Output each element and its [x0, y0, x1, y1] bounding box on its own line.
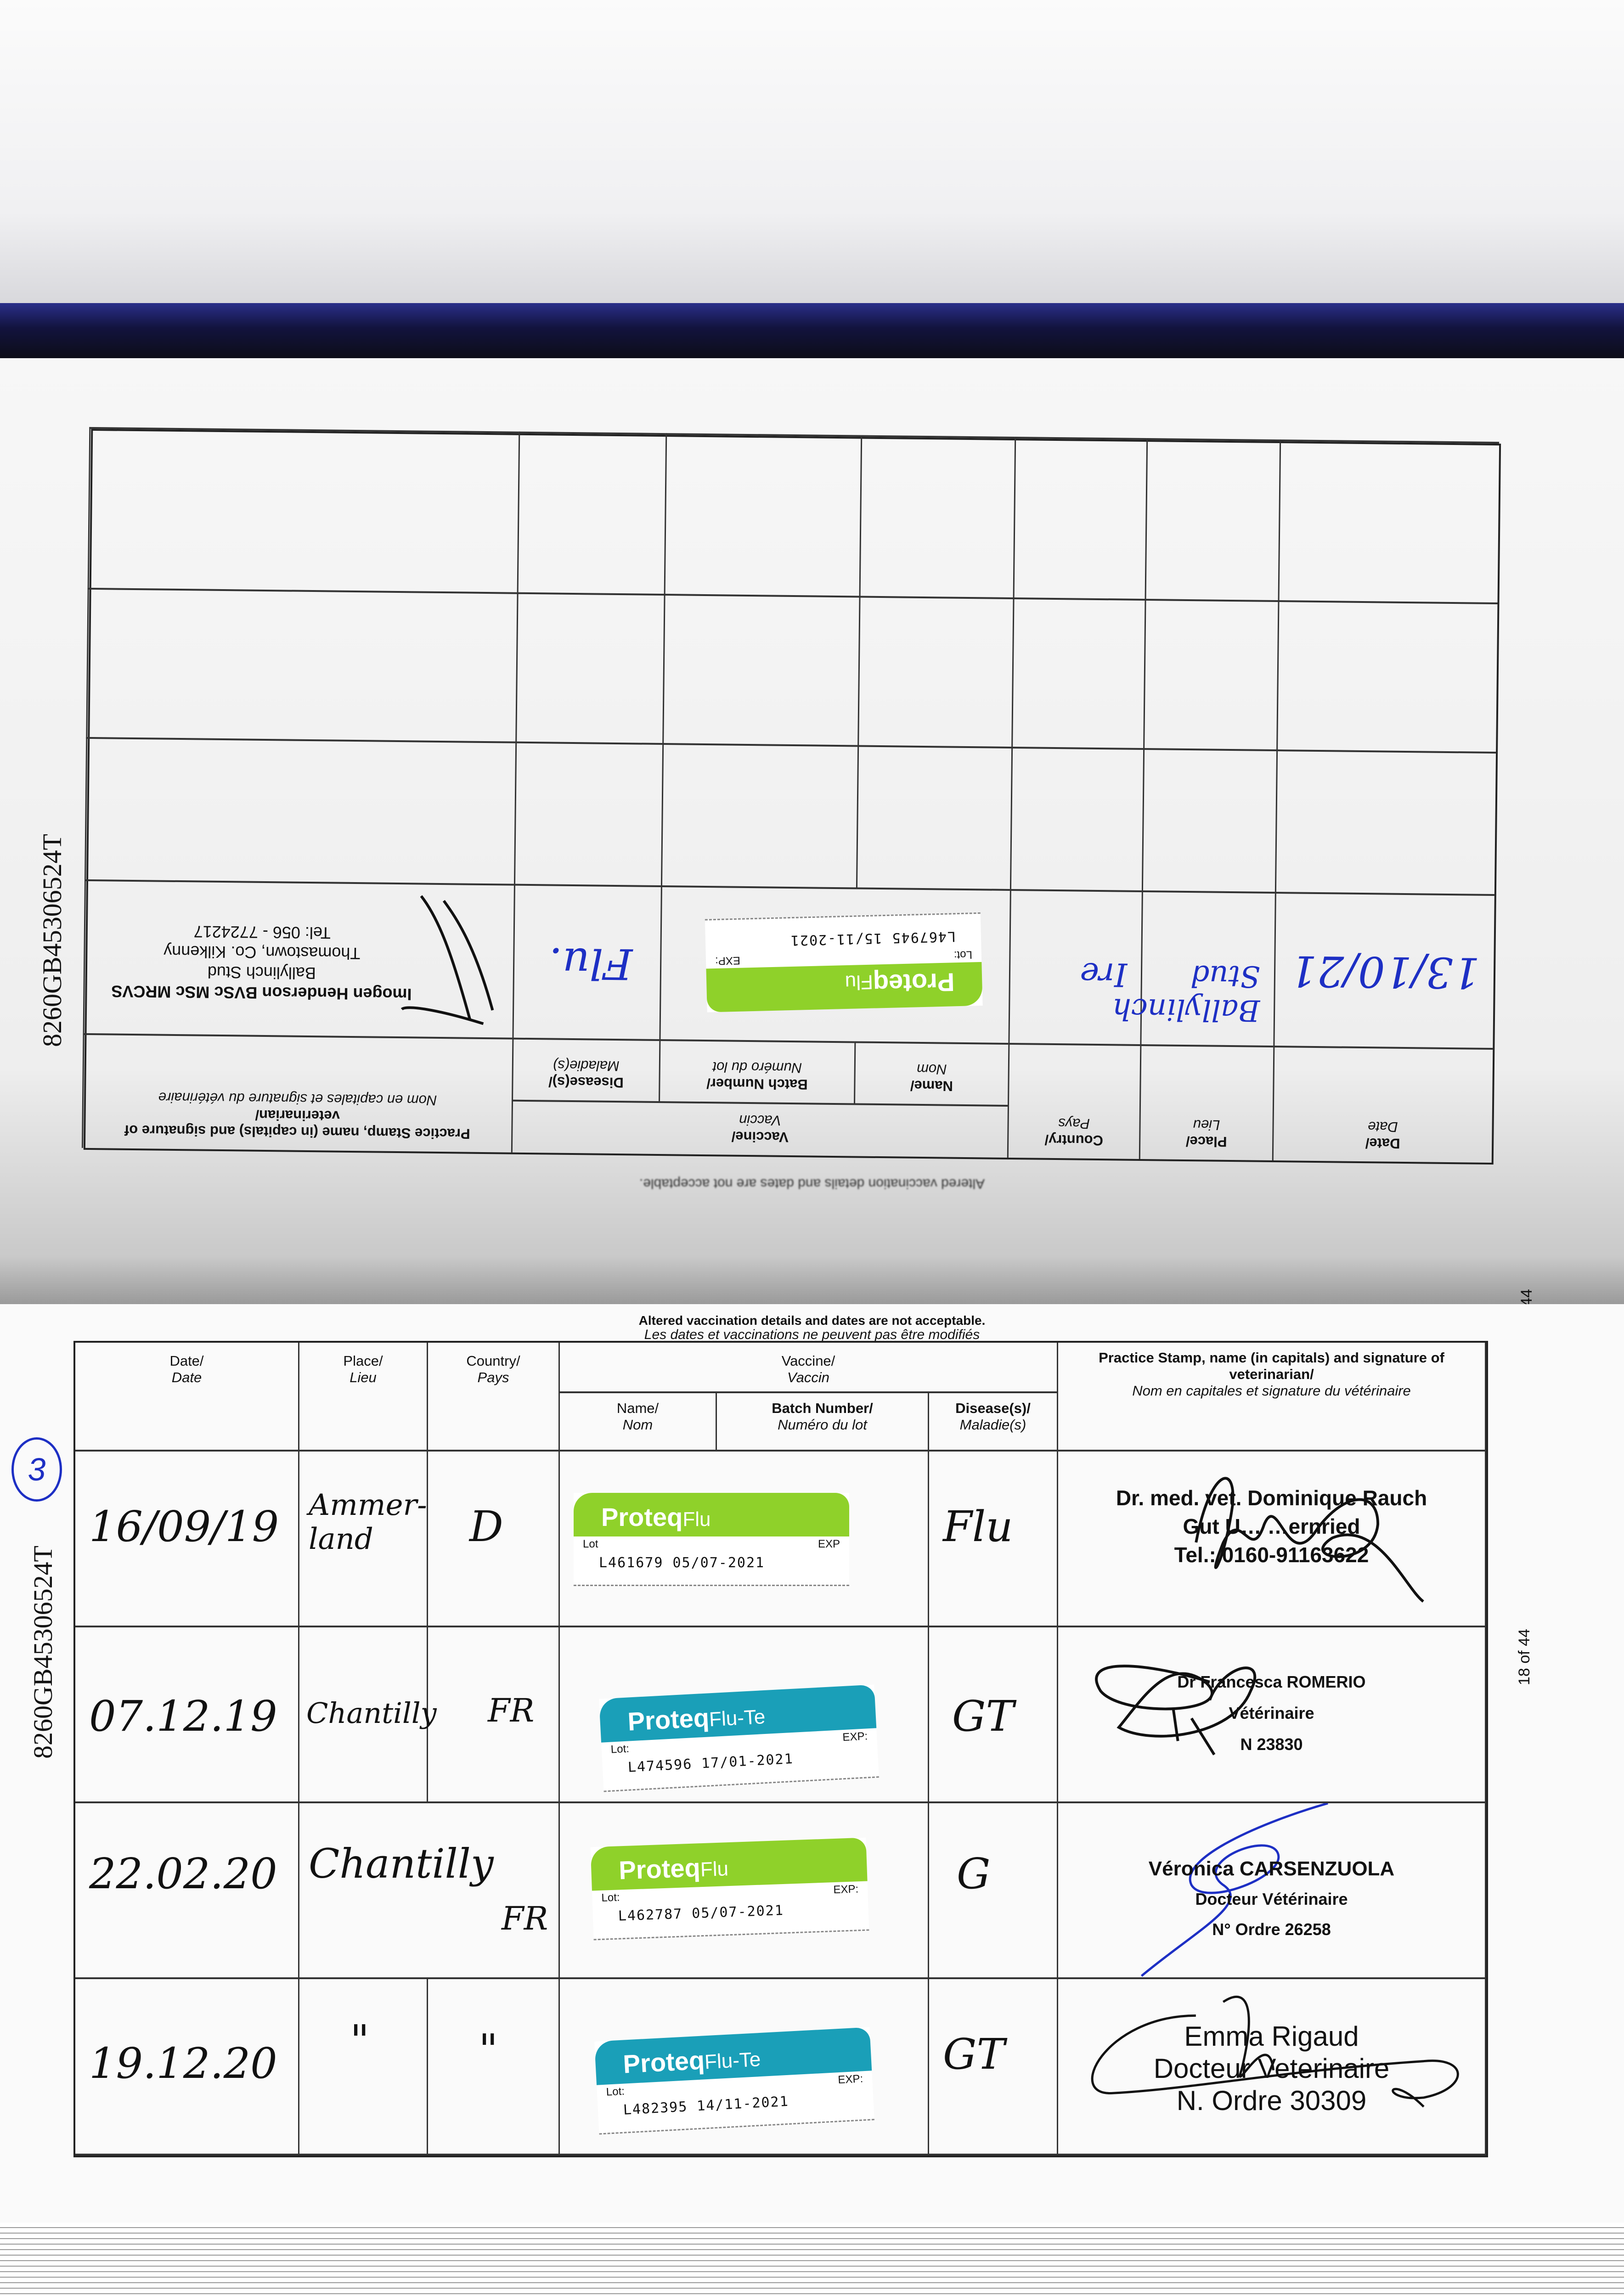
vaccine-sticker: ProteqFlu-Te Lot: EXP: L482395 14/11-202…: [594, 2027, 874, 2135]
header-practice: Practice Stamp, name (in capitals) and s…: [1058, 1343, 1486, 1452]
exp-label: EXP:: [842, 1730, 868, 1744]
header-date: Date/Date: [1272, 1045, 1493, 1163]
cell-country: D: [428, 1452, 560, 1627]
cell-date: 22.02.20: [75, 1803, 299, 1979]
cell-vaccine: ProteqFlu Lot: EXP: L462787 05/07-2021: [560, 1803, 929, 1979]
lot-label: Lot:: [601, 1891, 620, 1904]
cell-place-country: Chantilly FR: [299, 1803, 560, 1979]
header-batch: Batch Number/Numéro du lot: [717, 1393, 929, 1452]
cell-place: Ballylinch Stud: [1112, 890, 1275, 1046]
cell-practice-stamp: Imogen Henderson BVSc MSc MRCVS Ballylin…: [83, 879, 514, 1038]
passport-id-upper: 8260GB45306524T: [37, 834, 67, 1047]
cell-date: 19.12.20: [75, 1979, 299, 2155]
vaccine-sticker: ProteqFlu-Te Lot: EXP: L474596 17/01-202…: [599, 1684, 879, 1792]
notice-en: Altered vaccination details and dates ar…: [638, 1313, 986, 1328]
header-country: Country/Pays: [1007, 1042, 1140, 1159]
header-disease: Disease(s)/Maladie(s): [512, 1037, 660, 1101]
lot-label: Lot:: [953, 948, 973, 962]
page-stack-edge: [0, 2223, 1624, 2296]
country: FR: [502, 1900, 548, 1937]
lot-number: L467945 15/11-2021: [789, 928, 956, 949]
header-country: Country/Pays: [428, 1343, 560, 1452]
vet-stamp: Dr Francesca ROMERIO Vétérinaire N 23830: [1177, 1672, 1366, 1754]
blurred-notice: Altered vaccination details and dates ar…: [639, 1176, 985, 1191]
cell-vaccine: ProteqFlu-Te Lot: EXP: L482395 14/11-202…: [560, 1979, 929, 2155]
lower-vaccination-table: Date/Date Place/Lieu Country/Pays Vaccin…: [73, 1341, 1488, 2157]
vet-stamp: Imogen Henderson BVSc MSc MRCVS Ballylin…: [111, 922, 412, 1004]
passport-cover-edge: [0, 303, 1624, 358]
lot-number: L462787 05/07-2021: [618, 1902, 784, 1925]
cell-date: 07.12.19: [75, 1627, 299, 1803]
header-name: Name/Nom: [560, 1393, 717, 1452]
cell-practice-stamp: Véronica CARSENZUOLA Docteur Vétérinaire…: [1058, 1803, 1486, 1979]
cell-country: FR: [428, 1627, 560, 1803]
place: Chantilly: [309, 1840, 494, 1887]
lower-page: Altered vaccination details and dates ar…: [0, 1304, 1624, 2223]
cell-practice-stamp: Dr. med. vet. Dominique Rauch Gut U… …er…: [1058, 1452, 1486, 1627]
cell-disease: GT: [929, 1979, 1058, 2155]
upper-page: 8260GB45306524T 19 of 44 Altered vaccina…: [0, 358, 1624, 1345]
cell-place: Ammer-land: [299, 1452, 428, 1627]
header-name: Name/Nom: [854, 1041, 1009, 1105]
sticker-brand: ProteqFlu: [574, 1493, 849, 1536]
cell-practice-stamp: Emma Rigaud Docteur Veterinaire N. Ordre…: [1058, 1979, 1486, 2155]
sticker-brand: ProteqFlu: [706, 962, 983, 1013]
sticker-brand: ProteqFlu-Te: [599, 1684, 877, 1743]
upper-vaccination-table: Date/Date Place/Lieu Country/Pays Vaccin…: [81, 427, 1501, 1165]
lot-label: Lot:: [610, 1742, 630, 1756]
cell-disease: Flu: [929, 1452, 1058, 1627]
vaccine-sticker: ProteqFlu Lot: EXP: L462787 05/07-2021: [590, 1837, 869, 1941]
cell-disease: GT: [929, 1627, 1058, 1803]
header-practice: Practice Stamp, name (in capitals) and s…: [81, 1033, 513, 1153]
header-place: Place/Lieu: [299, 1343, 428, 1452]
sticker-brand: ProteqFlu: [590, 1837, 868, 1891]
margin-annotation: 3: [11, 1437, 62, 1502]
sticker-brand: ProteqFlu-Te: [594, 2027, 872, 2085]
cell-place: ": [299, 1979, 428, 2155]
exp-label: EXP:: [833, 1883, 859, 1896]
cell-vaccine: ProteqFlu Lot: EXP: L467945 15/11-2021: [659, 885, 1010, 1043]
lot-label: Lot: [583, 1538, 598, 1550]
page-number-lower: 18 of 44: [1516, 1629, 1533, 1685]
header-vaccine: Vaccine/Vaccin: [560, 1343, 1058, 1393]
header-vaccine: Vaccine/Vaccin: [511, 1099, 1008, 1158]
vaccine-sticker: ProteqFlu Lot EXP L461679 05/07-2021: [574, 1493, 849, 1586]
passport-id-lower: 8260GB45306524T: [28, 1546, 58, 1759]
lot-number: L474596 17/01-2021: [627, 1750, 794, 1776]
cell-vaccine: ProteqFlu Lot EXP L461679 05/07-2021: [560, 1452, 929, 1627]
cell-vaccine: ProteqFlu-Te Lot: EXP: L474596 17/01-202…: [560, 1627, 929, 1803]
vet-stamp: Véronica CARSENZUOLA Docteur Vétérinaire…: [1148, 1857, 1395, 1939]
cell-disease: Flu.: [512, 884, 661, 1039]
lot-number: L482395 14/11-2021: [623, 2093, 789, 2118]
header-disease: Disease(s)/Maladie(s): [929, 1393, 1058, 1452]
cell-date: 16/09/19: [75, 1452, 299, 1627]
exp-label: EXP: [818, 1538, 840, 1550]
lot-number: L461679 05/07-2021: [599, 1555, 765, 1571]
header-place: Place/Lieu: [1139, 1044, 1274, 1160]
cell-country: ": [428, 1979, 560, 2155]
cell-date: 13/10/21: [1273, 892, 1494, 1048]
exp-label: EXP:: [837, 2072, 863, 2087]
vet-stamp: Emma Rigaud Docteur Veterinaire N. Ordre…: [1153, 2021, 1390, 2116]
scanner-background: [0, 0, 1624, 303]
notice-fr: Les dates et vaccinations ne peuvent pas…: [644, 1327, 980, 1342]
cell-disease: G: [929, 1803, 1058, 1979]
cell-place: Chantilly: [299, 1627, 437, 1803]
lot-label: Lot:: [606, 2085, 625, 2099]
header-batch: Batch Number/Numéro du lot: [659, 1039, 855, 1103]
vet-stamp: Dr. med. vet. Dominique Rauch Gut U… …er…: [1116, 1486, 1427, 1567]
cell-practice-stamp: Dr Francesca ROMERIO Vétérinaire N 23830: [1058, 1627, 1486, 1803]
header-date: Date/Date: [75, 1343, 299, 1452]
vaccine-sticker: ProteqFlu Lot: EXP: L467945 15/11-2021: [705, 912, 983, 1013]
exp-label: EXP:: [715, 954, 741, 968]
